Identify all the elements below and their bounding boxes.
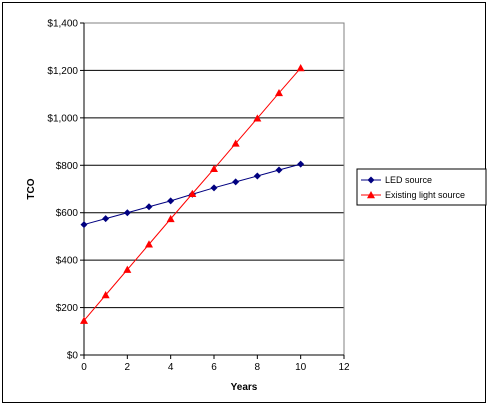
y-axis-title: TCO xyxy=(26,178,37,199)
x-axis-title: Years xyxy=(231,382,258,393)
data-point xyxy=(367,176,375,184)
x-tick-label: 2 xyxy=(125,362,131,373)
y-tick-label: $800 xyxy=(56,161,79,172)
data-point xyxy=(253,114,262,122)
data-point xyxy=(102,215,110,223)
x-tick-label: 6 xyxy=(211,362,217,373)
data-point xyxy=(145,203,153,211)
x-tick-label: 8 xyxy=(255,362,261,373)
x-tick-label: 0 xyxy=(81,362,87,373)
x-axis: 0 2 4 6 8 10 12 xyxy=(81,354,350,373)
data-point xyxy=(367,191,375,199)
x-tick-label: 10 xyxy=(295,362,307,373)
y-tick-label: $1,200 xyxy=(47,66,78,77)
data-point xyxy=(296,64,305,72)
y-tick-label: $600 xyxy=(56,208,79,219)
y-tick-label: $0 xyxy=(67,351,79,362)
y-tick-label: $1,000 xyxy=(47,113,78,124)
x-tick-label: 4 xyxy=(168,362,174,373)
data-point xyxy=(275,166,283,174)
series-layer xyxy=(80,64,305,324)
legend-label: Existing light source xyxy=(385,190,465,200)
data-point xyxy=(210,164,218,173)
data-point xyxy=(167,197,175,205)
data-point xyxy=(210,184,218,192)
data-point xyxy=(166,214,175,223)
legend-item: Existing light source xyxy=(361,190,465,200)
data-point xyxy=(297,160,305,168)
data-point xyxy=(80,316,88,324)
legend-label: LED source xyxy=(385,175,432,185)
data-point xyxy=(123,209,131,217)
legend: LED source Existing light source xyxy=(356,168,487,206)
data-point xyxy=(253,172,261,180)
x-tick-label: 12 xyxy=(338,362,350,373)
data-point xyxy=(80,221,88,229)
legend-box xyxy=(356,168,487,206)
y-tick-label: $200 xyxy=(56,303,79,314)
y-axis: $0 $200 $400 $600 $800 $1,000 $1,200 $1,400 xyxy=(47,19,85,362)
y-tick-label: $1,400 xyxy=(47,19,78,30)
data-point xyxy=(145,240,153,248)
y-tick-label: $400 xyxy=(56,256,79,267)
series-triangle xyxy=(80,64,305,324)
data-point xyxy=(232,178,240,186)
data-point xyxy=(101,291,110,299)
legend-item: LED source xyxy=(361,175,432,185)
data-point xyxy=(123,265,132,273)
data-point xyxy=(188,189,197,197)
data-point xyxy=(231,139,240,147)
data-point xyxy=(275,88,283,97)
